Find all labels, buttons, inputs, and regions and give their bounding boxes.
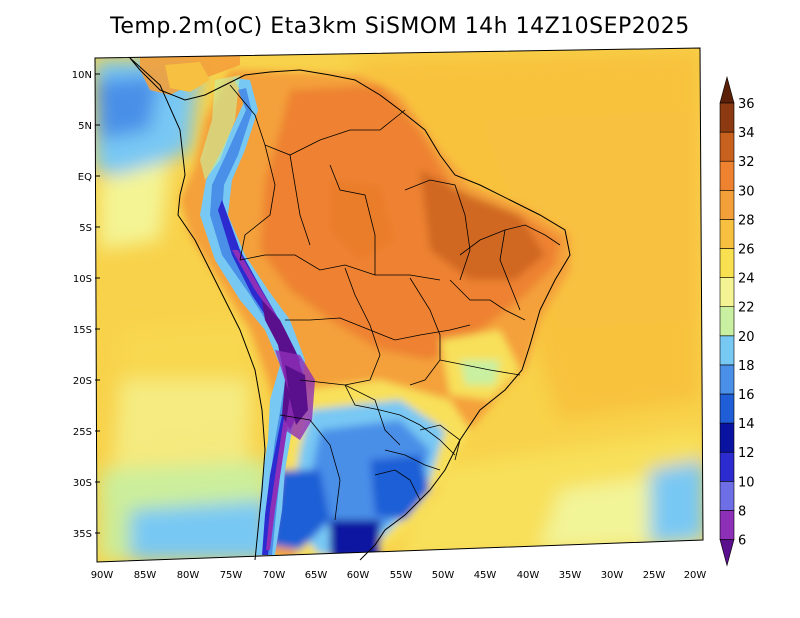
colorbar-segment	[719, 422, 735, 453]
lon-label: 90W	[91, 570, 114, 581]
colorbar-segment	[719, 451, 735, 482]
lon-label: 85W	[134, 570, 157, 581]
colorbar-segment	[719, 335, 735, 366]
colorbar-segment	[719, 248, 735, 278]
lon-label: 80W	[177, 570, 200, 581]
colorbar-segment	[719, 480, 735, 511]
colorbar-arrow-low	[719, 539, 735, 567]
lat-label: EQ	[78, 172, 92, 183]
lon-label: 55W	[390, 570, 413, 581]
colorbar-label: 32	[738, 155, 755, 170]
colorbar-label: 28	[738, 213, 755, 228]
colorbar-segment	[719, 510, 735, 540]
colorbar-label: 24	[738, 272, 755, 287]
lon-label: 50W	[432, 570, 455, 581]
lat-label: 20S	[73, 376, 92, 387]
political-borders	[229, 84, 561, 521]
colorbar-segment	[719, 219, 735, 249]
longitude-axis: 90W 85W 80W 75W 70W 65W 60W 55W 50W 45W …	[91, 570, 707, 581]
colorbar-label: 10	[738, 475, 755, 490]
map-field	[95, 48, 703, 562]
colorbar-label: 22	[738, 301, 755, 316]
lon-label: 70W	[263, 570, 286, 581]
colorbar-label: 36	[738, 97, 755, 112]
lon-label: 75W	[220, 570, 243, 581]
colorbar-label: 18	[738, 359, 755, 374]
map-title: Temp.2m(oC) Eta3km SiSMOM 14h 14Z10SEP20…	[110, 14, 690, 39]
lat-label: 5N	[78, 121, 92, 132]
lat-label: 10N	[72, 70, 92, 81]
lat-label: 15S	[73, 325, 92, 336]
colorbar-segment	[719, 131, 735, 162]
lon-label: 60W	[347, 570, 370, 581]
lon-label: 35W	[559, 570, 582, 581]
lon-label: 65W	[305, 570, 328, 581]
colorbar-arrow-high	[719, 75, 735, 104]
colorbar-label: 8	[738, 504, 746, 519]
lat-label: 10S	[73, 274, 92, 285]
colorbar-label: 34	[738, 126, 755, 141]
lon-label: 45W	[474, 570, 497, 581]
colorbar-segment	[719, 102, 735, 133]
map-frame	[94, 47, 704, 563]
colorbar-label: 14	[738, 417, 755, 432]
colorbar-segment	[719, 306, 735, 337]
colorbar-segment	[719, 364, 735, 395]
colorbar-label: 12	[738, 446, 755, 461]
colorbar-segment	[719, 190, 735, 220]
lon-label: 20W	[684, 570, 707, 581]
colorbar-label: 30	[738, 184, 755, 199]
colorbar-label: 26	[738, 243, 755, 258]
lon-label: 40W	[517, 570, 540, 581]
andes-cold-band	[200, 75, 315, 555]
lat-label: 5S	[79, 223, 92, 234]
colorbar-label: 16	[738, 388, 755, 403]
lon-label: 25W	[643, 570, 666, 581]
colorbar-segment	[719, 277, 735, 308]
lat-label: 30S	[73, 478, 92, 489]
lat-label: 35S	[73, 529, 92, 540]
latitude-axis: 10N 5N EQ 5S 10S 15S 20S 25S 30S 35S	[72, 70, 100, 540]
lat-label: 25S	[73, 427, 92, 438]
colorbar-label: 20	[738, 330, 755, 345]
lon-label: 30W	[601, 570, 624, 581]
colorbar: 6 8 10 12 14 16 18 20 22 24 26 28 30 32 34 36	[719, 75, 755, 567]
colorbar-label: 6	[738, 534, 746, 549]
colorbar-segment	[719, 393, 735, 424]
colorbar-segment	[719, 160, 735, 191]
